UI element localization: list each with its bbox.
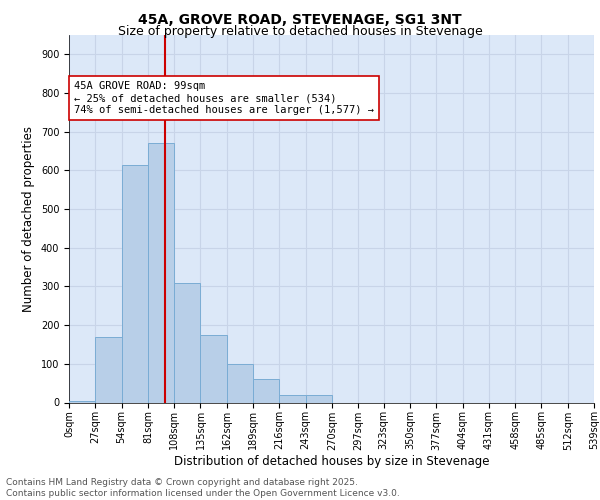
Bar xyxy=(69,400,95,402)
Bar xyxy=(227,364,253,403)
Bar xyxy=(95,336,122,402)
Text: 45A GROVE ROAD: 99sqm
← 25% of detached houses are smaller (534)
74% of semi-det: 45A GROVE ROAD: 99sqm ← 25% of detached … xyxy=(74,82,374,114)
Bar xyxy=(122,164,148,402)
Bar xyxy=(148,144,174,402)
Text: 45A, GROVE ROAD, STEVENAGE, SG1 3NT: 45A, GROVE ROAD, STEVENAGE, SG1 3NT xyxy=(138,12,462,26)
X-axis label: Distribution of detached houses by size in Stevenage: Distribution of detached houses by size … xyxy=(174,455,489,468)
Y-axis label: Number of detached properties: Number of detached properties xyxy=(22,126,35,312)
Bar xyxy=(200,335,227,402)
Bar xyxy=(280,395,305,402)
Bar xyxy=(253,380,280,402)
Bar xyxy=(174,282,200,403)
Bar xyxy=(305,395,332,402)
Text: Size of property relative to detached houses in Stevenage: Size of property relative to detached ho… xyxy=(118,25,482,38)
Text: Contains HM Land Registry data © Crown copyright and database right 2025.
Contai: Contains HM Land Registry data © Crown c… xyxy=(6,478,400,498)
